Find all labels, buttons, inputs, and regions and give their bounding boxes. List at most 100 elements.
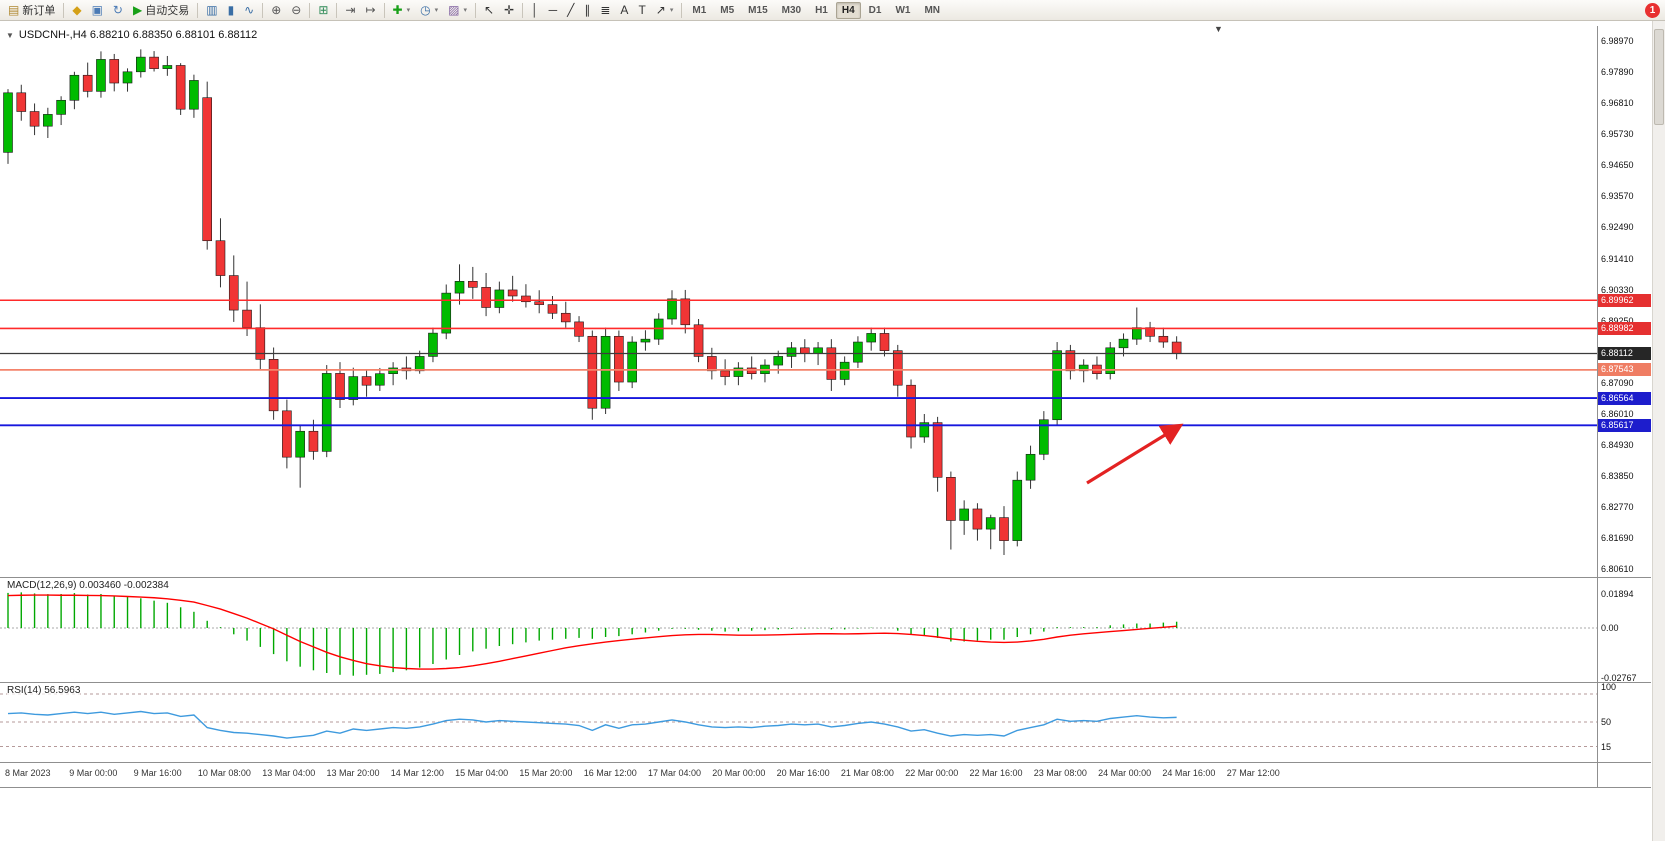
chart-title-text: USDCNH-,H4 6.88210 6.88350 6.88101 6.881… <box>18 29 258 41</box>
timeframe-m15[interactable]: M15 <box>748 4 768 16</box>
candlestick-chart-button[interactable]: ▮ <box>223 1 240 19</box>
bull-candle <box>1118 338 1129 349</box>
timeframe-h4[interactable]: H4 <box>835 1 861 19</box>
toolbar-separator <box>474 2 476 18</box>
bear-candle <box>906 384 916 438</box>
channel-button[interactable]: ∥ <box>579 1 595 19</box>
rsi-panel-splitter[interactable] <box>0 682 1651 683</box>
bull-candle <box>136 56 146 73</box>
trend-arrow[interactable] <box>1086 423 1184 485</box>
bull-candle <box>43 114 53 127</box>
macd-panel-splitter[interactable] <box>0 577 1651 578</box>
bear-candle <box>242 309 252 328</box>
bull-candle <box>1039 419 1049 455</box>
zoom-in-button[interactable]: ⊕ <box>266 1 286 19</box>
candlesticks <box>3 49 1182 556</box>
scrollbar-thumb[interactable] <box>1654 29 1664 125</box>
bear-candle <box>547 304 558 314</box>
tile-windows-button[interactable]: ⊞ <box>313 1 333 19</box>
bear-candle <box>1158 335 1169 343</box>
profiles-icon: ▣ <box>91 3 103 17</box>
bear-candle <box>707 356 717 372</box>
timeframe-m30[interactable]: M30 <box>781 4 802 16</box>
chart-expand-icon[interactable]: ▼ <box>6 30 14 40</box>
bear-candle <box>1171 341 1182 354</box>
new-order-icon: ▤ <box>8 3 20 17</box>
chart-header: ▼ USDCNH-,H4 6.88210 6.88350 6.88101 6.8… <box>6 29 257 41</box>
market-watch-button[interactable]: ◆ <box>67 1 86 19</box>
trendline-button[interactable]: ╱ <box>562 1 579 19</box>
bear-candle <box>1065 350 1076 372</box>
chart-shift-button[interactable]: ↦ <box>360 1 380 19</box>
bear-candle <box>335 373 345 400</box>
bear-candle <box>892 350 903 386</box>
vertical-line-button[interactable]: │ <box>526 1 544 19</box>
label-button[interactable]: T <box>633 1 650 19</box>
bull-candle <box>985 517 996 530</box>
bull-candle <box>189 80 199 110</box>
profiles-button[interactable]: ▣ <box>87 1 108 19</box>
bear-candle <box>255 327 266 360</box>
bull-candle <box>375 373 385 386</box>
bar-chart-button[interactable]: ▥ <box>201 1 222 19</box>
bear-candle <box>228 275 239 311</box>
toolbar-separator <box>262 2 264 18</box>
crosshair-button[interactable]: ✛ <box>499 1 519 19</box>
bull-candle <box>866 333 877 343</box>
autotrading-icon: ▶ <box>132 3 143 17</box>
notification-badge[interactable]: 1 <box>1645 3 1660 18</box>
bull-candle <box>441 292 452 334</box>
toolbar-separator <box>336 2 338 18</box>
timeframe-h1[interactable]: H1 <box>815 4 828 16</box>
arrows-button[interactable]: ↗ ▾ <box>651 1 679 19</box>
bull-candle <box>640 338 651 343</box>
bear-candle <box>587 335 598 409</box>
bull-candle <box>321 373 332 452</box>
bull-candle <box>428 332 438 357</box>
horizontal-line-button[interactable]: ─ <box>544 1 563 19</box>
line-chart-button[interactable]: ∿ <box>239 1 259 19</box>
periods-icon: ◷ <box>420 3 431 17</box>
bear-candle <box>175 65 186 110</box>
text-icon: A <box>620 3 629 17</box>
cursor-icon: ↖ <box>483 3 495 17</box>
fibonacci-button[interactable]: ≣ <box>595 1 615 19</box>
vertical-scrollbar[interactable] <box>1652 21 1665 841</box>
bull-candle <box>733 367 744 377</box>
zoom-in-icon: ⊕ <box>271 3 282 17</box>
bear-candle <box>746 367 757 374</box>
bull-candle <box>295 430 305 458</box>
bull-candle <box>3 92 13 153</box>
new-order-button[interactable]: ▤ 新订单 <box>3 1 60 19</box>
refresh-button[interactable]: ↻ <box>108 1 128 19</box>
autotrading-button[interactable]: ▶ 自动交易 <box>128 1 194 19</box>
line-chart-icon: ∿ <box>244 3 255 17</box>
arrows-icon: ↗ <box>655 3 666 17</box>
zoom-out-button[interactable]: ⊖ <box>286 1 306 19</box>
bull-candle <box>1025 453 1036 481</box>
bull-candle <box>786 347 797 357</box>
bear-candle <box>946 477 956 521</box>
timeframe-d1[interactable]: D1 <box>868 4 882 16</box>
bull-candle <box>773 356 784 366</box>
indicators-button[interactable]: ✚ ▾ <box>388 1 416 19</box>
auto-scroll-button[interactable]: ⇥ <box>340 1 360 19</box>
indicators-icon: ✚ <box>392 3 403 17</box>
timeframe-w1[interactable]: W1 <box>895 4 911 16</box>
periods-button[interactable]: ◷ ▾ <box>415 1 443 19</box>
rsi-indicator-label: RSI(14) 56.5963 <box>7 685 81 696</box>
bull-candle <box>494 289 505 308</box>
timeframe-m1[interactable]: M1 <box>692 4 707 16</box>
bull-candle <box>1105 347 1116 374</box>
chart-shift-marker[interactable]: ▼ <box>1214 24 1223 34</box>
timeframe-mn[interactable]: MN <box>924 4 941 16</box>
bull-candle <box>813 347 823 354</box>
text-button[interactable]: A <box>615 1 633 19</box>
templates-button[interactable]: ▨ ▾ <box>443 1 472 19</box>
bear-candle <box>467 281 478 288</box>
timeframe-m5[interactable]: M5 <box>720 4 735 16</box>
market-watch-icon: ◆ <box>72 3 82 17</box>
cursor-button[interactable]: ↖ <box>479 1 499 19</box>
macd-signal-line <box>7 594 1177 670</box>
